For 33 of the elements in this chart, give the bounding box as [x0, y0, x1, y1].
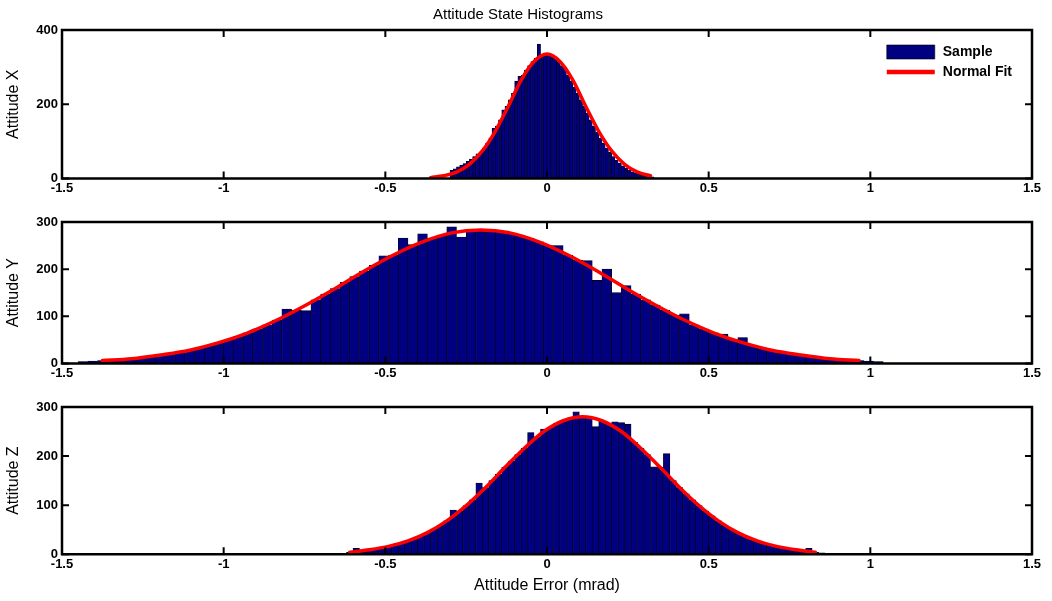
x-tick-label: 0.5 — [699, 555, 718, 571]
y-tick-label: 400 — [36, 21, 58, 37]
x-tick-label: 0.5 — [699, 364, 718, 380]
x-tick-label: 1 — [866, 555, 874, 571]
x-tick-label: 1 — [866, 364, 874, 380]
x-tick-label: 1.5 — [1022, 364, 1042, 380]
x-tick-label: -1 — [217, 555, 230, 571]
x-tick-label: 0 — [543, 555, 551, 571]
x-tick-label: 1.5 — [1022, 179, 1042, 195]
x-tick-label: 0 — [543, 179, 551, 195]
y-axis-title: Attitude Z — [4, 446, 22, 515]
y-tick-label: 200 — [36, 447, 58, 463]
chart-title: Attitude State Histograms — [432, 5, 604, 23]
x-tick-label: -0.5 — [374, 555, 397, 571]
y-tick-label: 200 — [36, 260, 58, 276]
y-tick-label: 100 — [36, 496, 58, 512]
y-tick-label: 300 — [36, 213, 58, 229]
x-tick-label: 1.5 — [1022, 555, 1042, 571]
x-tick-label: 0.5 — [699, 179, 718, 195]
y-tick-label: 200 — [36, 95, 58, 111]
x-tick-label: 1 — [866, 179, 874, 195]
y-axis-title: Attitude X — [4, 69, 22, 139]
legend-label: Sample — [942, 42, 993, 59]
legend-label: Normal Fit — [942, 62, 1013, 79]
x-axis-title: Attitude Error (mrad) — [474, 575, 620, 593]
y-tick-label: 300 — [36, 398, 58, 414]
x-tick-label: 0 — [543, 364, 551, 380]
x-tick-label: -1 — [217, 179, 230, 195]
x-tick-label: -0.5 — [374, 364, 397, 380]
x-tick-label: -0.5 — [374, 179, 397, 195]
y-tick-label: 100 — [36, 307, 58, 323]
y-axis-title: Attitude Y — [4, 257, 22, 328]
x-tick-label: -1 — [217, 364, 230, 380]
